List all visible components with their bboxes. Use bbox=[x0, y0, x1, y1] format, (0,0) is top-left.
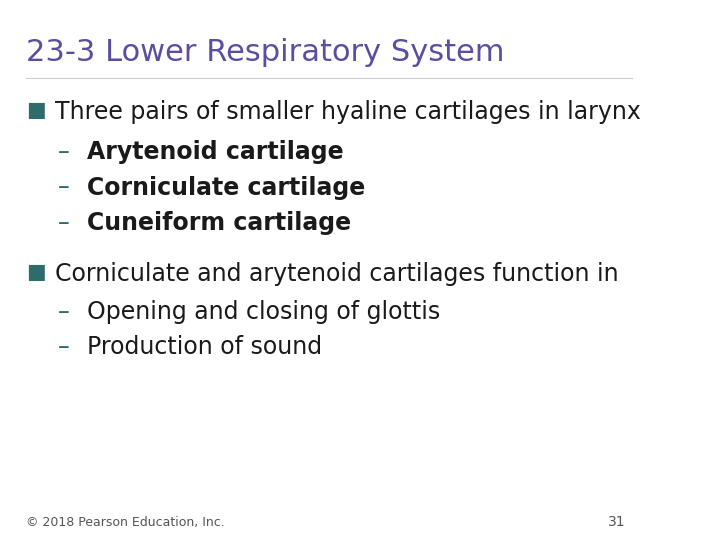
Text: Corniculate cartilage: Corniculate cartilage bbox=[87, 176, 365, 199]
Text: –: – bbox=[58, 211, 70, 234]
Text: Production of sound: Production of sound bbox=[87, 335, 322, 359]
Text: Cuneiform cartilage: Cuneiform cartilage bbox=[87, 211, 351, 234]
Text: 31: 31 bbox=[608, 515, 626, 529]
Text: –: – bbox=[58, 335, 70, 359]
Text: Corniculate and arytenoid cartilages function in: Corniculate and arytenoid cartilages fun… bbox=[55, 262, 618, 286]
Text: –: – bbox=[58, 176, 70, 199]
Text: Opening and closing of glottis: Opening and closing of glottis bbox=[87, 300, 441, 323]
Text: –: – bbox=[58, 300, 70, 323]
Text: © 2018 Pearson Education, Inc.: © 2018 Pearson Education, Inc. bbox=[26, 516, 225, 529]
Text: ■: ■ bbox=[26, 262, 45, 282]
Text: Three pairs of smaller hyaline cartilages in larynx: Three pairs of smaller hyaline cartilage… bbox=[55, 100, 641, 124]
Text: Arytenoid cartilage: Arytenoid cartilage bbox=[87, 140, 343, 164]
Text: ■: ■ bbox=[26, 100, 45, 120]
Text: –: – bbox=[58, 140, 70, 164]
Text: 23-3 Lower Respiratory System: 23-3 Lower Respiratory System bbox=[26, 38, 504, 67]
